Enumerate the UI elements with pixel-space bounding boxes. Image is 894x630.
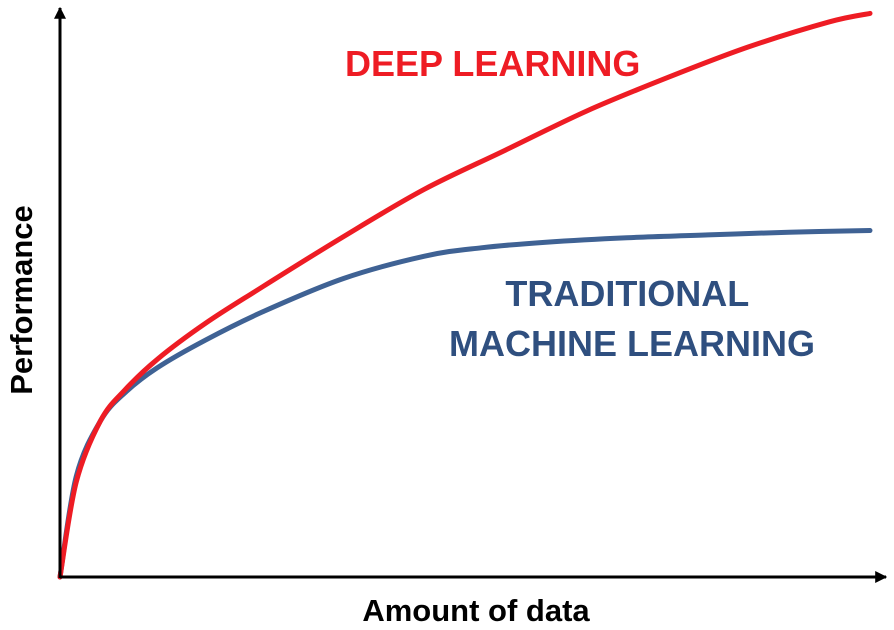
y-axis-title: Performance [4, 205, 39, 395]
series-layer [57, 10, 873, 580]
series-label-traditional-machine-learning: TRADITIONAL MACHINE LEARNING [449, 273, 815, 364]
series-label-line: TRADITIONAL [505, 273, 748, 314]
series-label-deep-learning: DEEP LEARNING [345, 43, 640, 84]
x-axis-title: Amount of data [362, 593, 590, 628]
series-label-line: MACHINE LEARNING [449, 323, 815, 364]
series-line-deep-learning [57, 10, 873, 580]
